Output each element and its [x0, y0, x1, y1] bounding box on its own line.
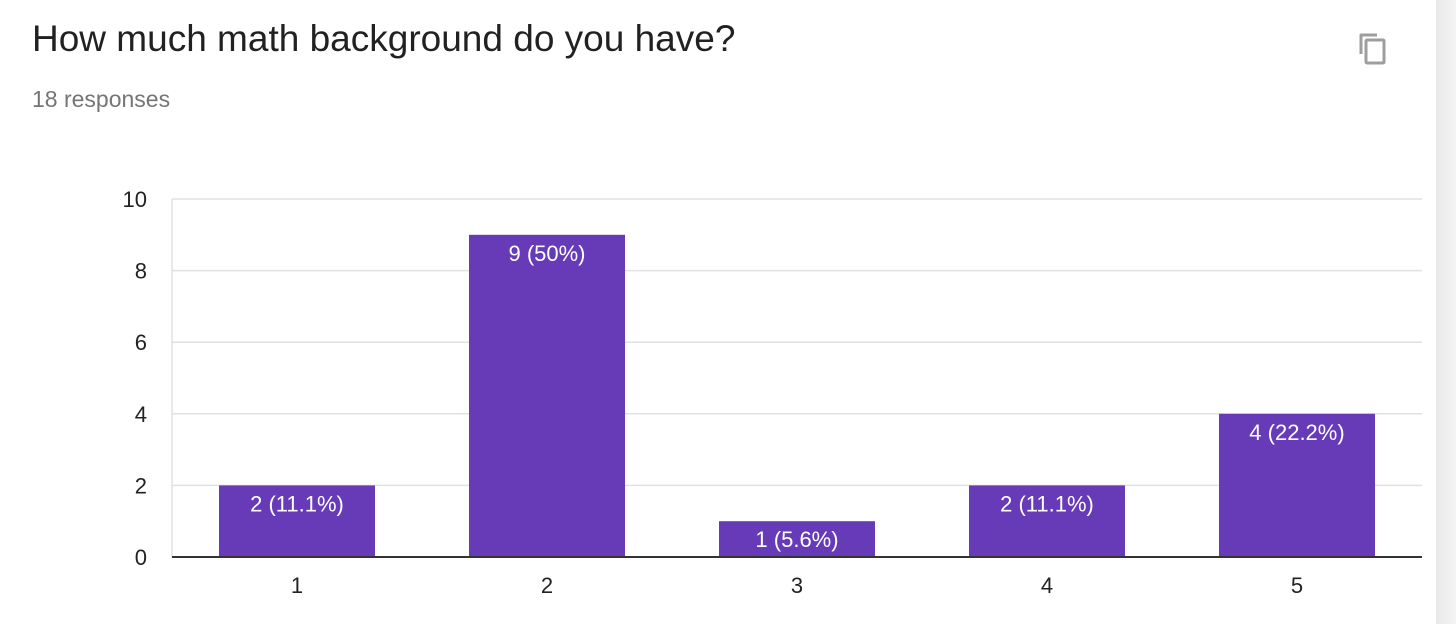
- y-tick-label: 6: [135, 330, 147, 355]
- bars: [219, 234, 1375, 558]
- data-label: 2 (11.1%): [1000, 491, 1094, 516]
- data-label: 4 (22.2%): [1249, 420, 1344, 445]
- data-label: 2 (11.1%): [250, 491, 344, 516]
- bar[interactable]: [719, 521, 875, 557]
- data-label: 1 (5.6%): [755, 527, 838, 552]
- x-tick-label: 2: [541, 573, 553, 598]
- y-tick-label: 8: [135, 259, 147, 284]
- data-label: 9 (50%): [508, 241, 585, 266]
- copy-chart-button[interactable]: [1350, 24, 1398, 72]
- scroll-gutter: [1436, 0, 1456, 624]
- bar[interactable]: [969, 485, 1125, 557]
- y-tick-label: 2: [135, 473, 147, 498]
- response-count: 18 responses: [32, 86, 171, 112]
- y-axis-ticks: 0 2 4 6 8 10: [123, 187, 147, 570]
- data-labels: 2 (11.1%) 9 (50%) 1 (5.6%) 2 (11.1%) 4 (22.2…: [172, 241, 1422, 558]
- x-tick-label: 4: [1041, 573, 1053, 598]
- y-tick-label: 10: [123, 187, 147, 212]
- question-title: How much math background do you have?: [32, 18, 736, 59]
- x-tick-label: 3: [791, 573, 803, 598]
- x-tick-label: 1: [291, 573, 303, 598]
- copy-icon: [1359, 33, 1386, 65]
- x-axis-ticks: 1 2 3 4 5: [291, 573, 1303, 598]
- bar[interactable]: [219, 485, 375, 557]
- bar[interactable]: [469, 234, 625, 558]
- y-tick-label: 0: [135, 545, 147, 570]
- bar[interactable]: [1219, 413, 1375, 557]
- x-tick-label: 5: [1291, 573, 1303, 598]
- gridlines: [171, 198, 1422, 557]
- y-tick-label: 4: [135, 402, 147, 427]
